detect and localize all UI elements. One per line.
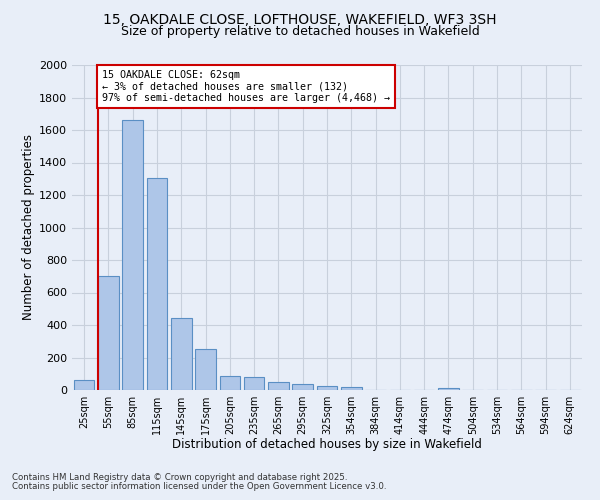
Bar	[317, 386, 337, 390]
Bar	[146, 178, 167, 390]
Bar	[122, 120, 143, 390]
Text: 15 OAKDALE CLOSE: 62sqm
← 3% of detached houses are smaller (132)
97% of semi-de: 15 OAKDALE CLOSE: 62sqm ← 3% of detached…	[102, 70, 390, 103]
Bar	[244, 377, 265, 390]
Text: 15, OAKDALE CLOSE, LOFTHOUSE, WAKEFIELD, WF3 3SH: 15, OAKDALE CLOSE, LOFTHOUSE, WAKEFIELD,…	[103, 12, 497, 26]
Y-axis label: Number of detached properties: Number of detached properties	[22, 134, 35, 320]
Bar	[74, 380, 94, 390]
Bar	[292, 384, 313, 390]
Bar	[171, 318, 191, 390]
Text: Contains HM Land Registry data © Crown copyright and database right 2025.: Contains HM Land Registry data © Crown c…	[12, 474, 347, 482]
X-axis label: Distribution of detached houses by size in Wakefield: Distribution of detached houses by size …	[172, 438, 482, 452]
Bar	[341, 387, 362, 390]
Bar	[268, 382, 289, 390]
Text: Size of property relative to detached houses in Wakefield: Size of property relative to detached ho…	[121, 25, 479, 38]
Text: Contains public sector information licensed under the Open Government Licence v3: Contains public sector information licen…	[12, 482, 386, 491]
Bar	[220, 376, 240, 390]
Bar	[195, 350, 216, 390]
Bar	[438, 388, 459, 390]
Bar	[98, 276, 119, 390]
